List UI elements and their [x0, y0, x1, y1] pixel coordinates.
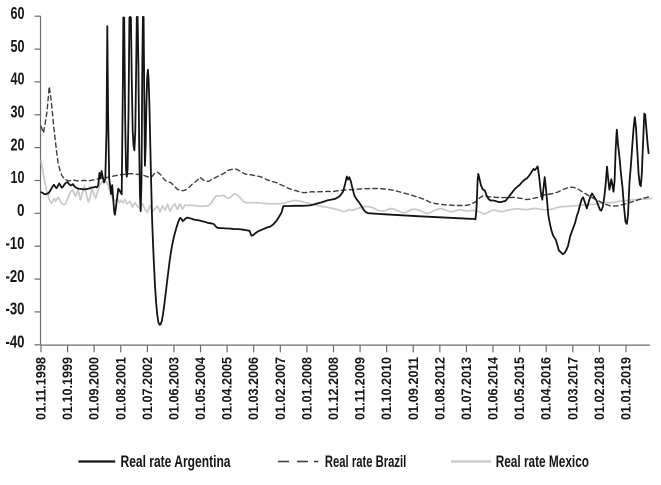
svg-text:10: 10: [11, 167, 25, 187]
svg-text:01.02.2007: 01.02.2007: [272, 357, 288, 420]
svg-text:01.07.2013: 01.07.2013: [458, 357, 474, 420]
svg-text:01.10.1999: 01.10.1999: [59, 357, 75, 420]
svg-text:30: 30: [11, 102, 25, 122]
svg-text:Real rate Mexico: Real rate Mexico: [496, 453, 589, 471]
svg-text:0: 0: [17, 200, 25, 220]
svg-text:01.09.2000: 01.09.2000: [86, 357, 102, 420]
svg-text:01.09.2011: 01.09.2011: [405, 357, 421, 420]
svg-text:01.10.2010: 01.10.2010: [378, 357, 394, 420]
svg-text:01.03.2006: 01.03.2006: [245, 357, 261, 420]
svg-text:01.11.1998: 01.11.1998: [33, 357, 49, 420]
svg-text:50: 50: [11, 36, 25, 56]
svg-text:01.02.2018: 01.02.2018: [591, 357, 607, 420]
svg-text:01.11.2009: 01.11.2009: [352, 357, 368, 420]
svg-text:-20: -20: [6, 266, 25, 286]
svg-text:01.08.2012: 01.08.2012: [431, 357, 447, 420]
svg-text:01.01.2019: 01.01.2019: [617, 357, 633, 420]
svg-text:01.05.2015: 01.05.2015: [511, 357, 527, 420]
svg-text:01.01.2008: 01.01.2008: [298, 357, 314, 420]
svg-text:01.03.2017: 01.03.2017: [564, 357, 580, 420]
svg-text:-10: -10: [6, 233, 25, 253]
svg-text:01.05.2004: 01.05.2004: [192, 357, 208, 420]
svg-text:20: 20: [11, 134, 25, 154]
svg-text:-40: -40: [6, 332, 25, 352]
svg-text:Real rate Argentina: Real rate Argentina: [121, 453, 232, 471]
svg-text:01.04.2016: 01.04.2016: [538, 357, 554, 420]
svg-text:01.04.2005: 01.04.2005: [219, 357, 235, 420]
svg-text:40: 40: [11, 69, 25, 89]
svg-text:01.08.2001: 01.08.2001: [112, 357, 128, 420]
svg-text:60: 60: [11, 3, 25, 23]
svg-text:01.06.2014: 01.06.2014: [485, 357, 501, 420]
svg-text:01.12.2008: 01.12.2008: [325, 357, 341, 420]
svg-text:-30: -30: [6, 299, 25, 319]
svg-text:01.06.2003: 01.06.2003: [165, 357, 181, 420]
svg-text:01.07.2002: 01.07.2002: [139, 357, 155, 420]
svg-text:Real rate Brazil: Real rate Brazil: [325, 453, 406, 471]
